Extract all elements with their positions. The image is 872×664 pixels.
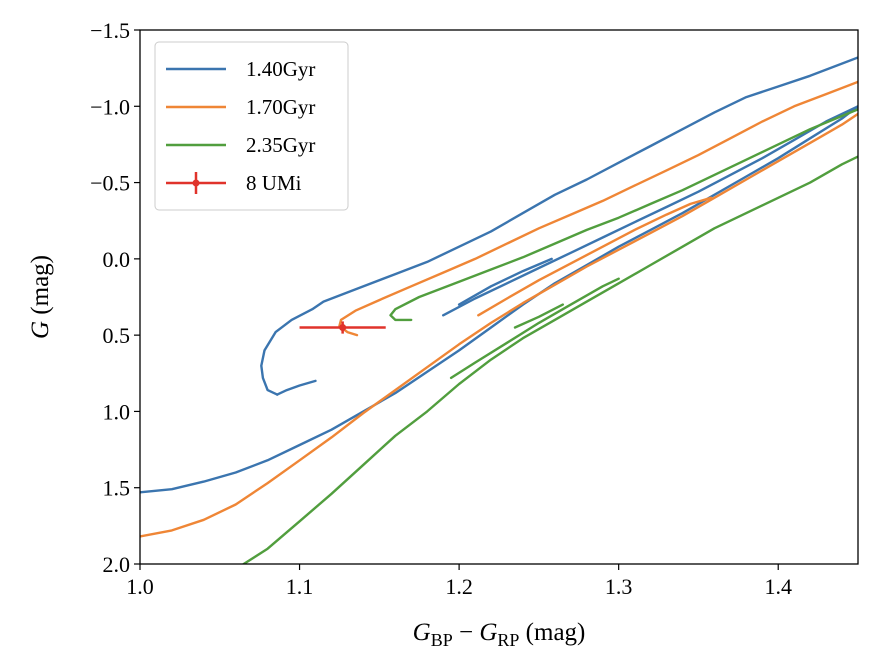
legend-entry: 1.40Gyr (166, 57, 315, 81)
data-point-8-umi (339, 324, 347, 332)
point-layer (299, 321, 386, 334)
y-tick-label: 0.0 (103, 247, 131, 272)
legend-label: 1.70Gyr (246, 95, 315, 119)
x-tick-label: 1.3 (605, 574, 633, 599)
series-line-1-2 (477, 196, 713, 317)
legend-label: 1.40Gyr (246, 57, 315, 81)
series-line-1-1 (338, 80, 858, 337)
legend-entry: 1.70Gyr (166, 95, 315, 119)
legend-entry: 2.35Gyr (166, 133, 315, 157)
series-1.40Gyr (140, 56, 858, 494)
legend-label: 8 UMi (246, 171, 302, 195)
series-line-0-4 (457, 257, 553, 306)
x-tick-label: 1.4 (764, 574, 792, 599)
y-axis-ticks: −1.5 −1.0 −0.5 0.0 0.5 1.0 1.5 2.0 (90, 18, 140, 577)
y-tick-label: 1.5 (103, 476, 131, 501)
legend-box (154, 41, 349, 211)
plot-frame (139, 29, 859, 565)
series-line-0-3 (442, 105, 858, 317)
x-tick-label: 1.0 (126, 574, 154, 599)
y-tick-label: −0.5 (90, 171, 130, 196)
y-axis-label: G (mag) (27, 255, 54, 339)
series-line-2-2 (449, 277, 620, 380)
series-2.35Gyr (242, 108, 858, 564)
series-line-0-1 (260, 56, 858, 396)
series-line-0-0 (140, 105, 858, 494)
series-line-2-0 (242, 155, 858, 564)
y-tick-label: 1.0 (103, 399, 131, 424)
x-tick-label: 1.2 (445, 574, 473, 599)
legend-label: 2.35Gyr (246, 133, 315, 157)
x-axis-ticks: 1.0 1.1 1.2 1.3 1.4 (126, 564, 792, 599)
series-line-2-3 (513, 303, 564, 329)
x-axis-label: GBP − GRP (mag) (413, 619, 586, 650)
series-line-1-0 (140, 112, 858, 538)
y-tick-label: 2.0 (103, 552, 131, 577)
y-tick-label: −1.5 (90, 18, 130, 43)
series-line-0-2 (276, 379, 317, 396)
legend-entry: 8 UMi (166, 171, 302, 195)
x-tick-label: 1.1 (286, 574, 314, 599)
y-tick-label: 0.5 (103, 323, 131, 348)
series-1.70Gyr (140, 80, 858, 538)
legend-marker (192, 179, 200, 187)
y-tick-label: −1.0 (90, 94, 130, 119)
series-layer (140, 56, 858, 564)
series-line-2-1 (389, 108, 858, 322)
legend: 1.40Gyr 1.70Gyr 2.35Gyr 8 UMi (154, 41, 349, 211)
